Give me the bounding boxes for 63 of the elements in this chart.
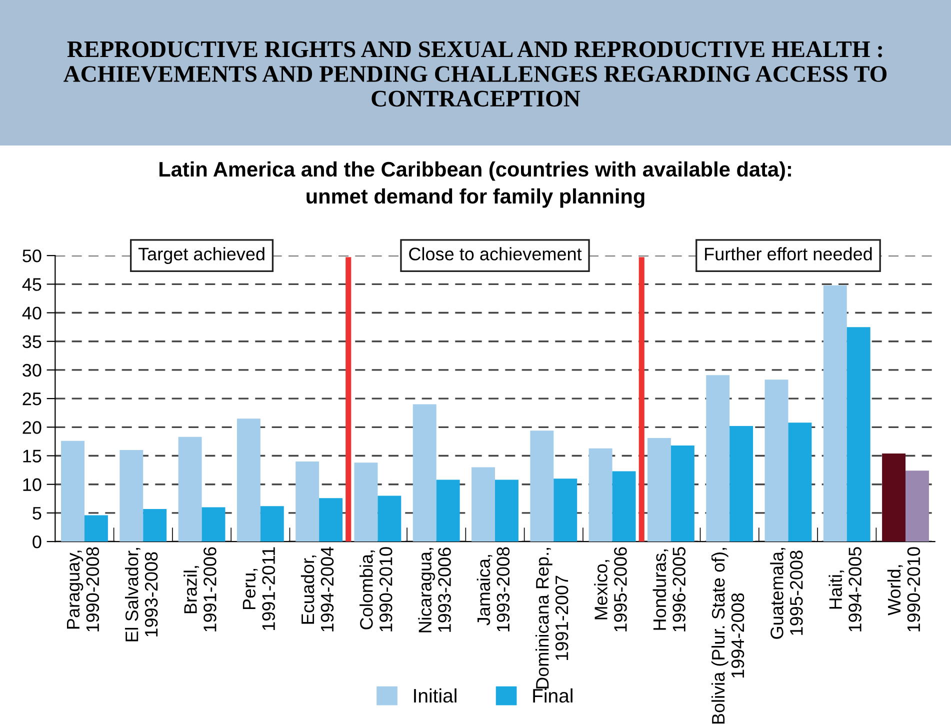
annotation: Target achieved bbox=[138, 247, 264, 264]
bar bbox=[882, 453, 906, 542]
bar bbox=[236, 418, 260, 542]
x-tick-label: Nicaragua, 1993-2006 bbox=[418, 548, 451, 632]
x-tick-label: El Salvador, 1993-2008 bbox=[124, 548, 158, 642]
chart-title: REPRODUCTIVE RIGHTS AND SEXUAL AND REPRODUCTIVE HEALTH : ACHIEVEMENTS AND PENDING CHALLENGES REGARDING ACCESS TO CONTRACEPTION bbox=[64, 41, 887, 107]
x-tick-label: Honduras, 1996-2005 bbox=[652, 547, 686, 632]
bar bbox=[706, 375, 730, 542]
bar bbox=[319, 498, 343, 542]
x-tick-label: Brazil, 1991-2006 bbox=[184, 547, 216, 632]
y-tick-label: 25 bbox=[22, 392, 42, 406]
y-tick-label: 0 bbox=[32, 535, 42, 548]
legend-label: Initial bbox=[414, 688, 456, 703]
x-tick-label: Bolivia (Plur. State of), 1994-2008 bbox=[711, 548, 744, 724]
bar bbox=[670, 445, 694, 542]
bar bbox=[846, 327, 870, 542]
y-tick-label: 50 bbox=[22, 250, 42, 262]
x-tick-label: Paraguay, 1990-2008 bbox=[67, 547, 100, 632]
bar bbox=[588, 448, 612, 542]
bar bbox=[436, 480, 460, 542]
x-tick-label: Haiti, 1994-2005 bbox=[828, 547, 862, 632]
bar bbox=[354, 462, 378, 542]
bar bbox=[143, 508, 167, 542]
x-tick-label: Dominicana Rep., 1991-2007 bbox=[536, 548, 568, 688]
annotation: Close to achievement bbox=[409, 247, 582, 260]
y-tick-label: 30 bbox=[22, 364, 42, 377]
y-tick-label: 10 bbox=[23, 478, 42, 492]
annotation: Further effort needed bbox=[705, 247, 872, 260]
bar bbox=[764, 380, 788, 542]
x-tick-label: World, 1990-2010 bbox=[887, 547, 920, 632]
bar bbox=[554, 478, 578, 542]
bar bbox=[472, 467, 495, 542]
bar bbox=[378, 496, 402, 542]
x-tick-label: Ecuador, 1994-2004 bbox=[300, 546, 334, 632]
y-tick-label: 45 bbox=[22, 278, 42, 291]
y-tick-label: 15 bbox=[23, 450, 42, 462]
bar bbox=[296, 461, 320, 542]
x-tick-label: Peru, 1991-2011 bbox=[242, 547, 275, 630]
x-tick-label: Jamaica, 1993-2008 bbox=[476, 547, 510, 632]
bar bbox=[906, 470, 929, 542]
chart-subtitle: Latin America and the Caribbean (countries with available data): unmet demand for family planning bbox=[160, 161, 791, 208]
bar bbox=[61, 440, 84, 542]
legend-label: Final bbox=[533, 688, 572, 703]
y-tick-label: 35 bbox=[22, 335, 42, 348]
bar bbox=[530, 430, 554, 542]
bar bbox=[202, 507, 226, 542]
bar bbox=[178, 436, 202, 542]
y-tick-label: 40 bbox=[22, 306, 42, 320]
bar bbox=[612, 471, 636, 542]
bar bbox=[260, 506, 284, 542]
bar bbox=[730, 426, 754, 542]
x-tick-label: Guatemala, 1995-2008 bbox=[770, 548, 803, 639]
bar bbox=[120, 450, 144, 542]
y-tick-label: 20 bbox=[22, 421, 42, 434]
bar bbox=[647, 438, 671, 542]
bar bbox=[788, 422, 812, 542]
bar bbox=[823, 285, 847, 542]
bar bbox=[494, 480, 518, 542]
bar bbox=[412, 404, 436, 542]
x-tick-label: Colombia, 1990-2010 bbox=[360, 547, 392, 632]
bar bbox=[84, 515, 108, 542]
x-tick-label: Mexico, 1995-2006 bbox=[594, 547, 627, 632]
y-tick-label: 5 bbox=[32, 507, 42, 520]
